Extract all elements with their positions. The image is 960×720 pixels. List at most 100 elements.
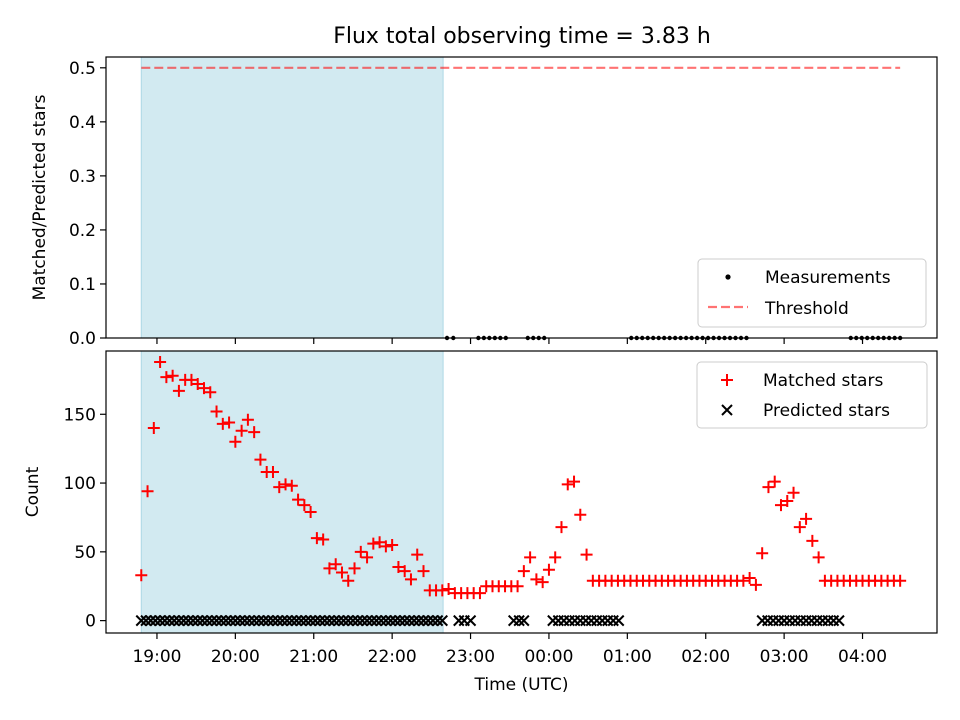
- x-tick-label: 20:00: [211, 647, 260, 667]
- y-tick-label: 100: [64, 474, 96, 494]
- predicted-star-point: [295, 614, 307, 627]
- y-tick-label: 0.0: [69, 329, 96, 349]
- predicted-star-point: [413, 614, 425, 627]
- predicted-star-point: [144, 614, 157, 627]
- predicted-star-point: [767, 614, 779, 627]
- predicted-star-point: [778, 614, 790, 627]
- predicted-star-point: [761, 614, 774, 627]
- predicted-star-point: [309, 614, 322, 627]
- predicted-star-point: [789, 614, 801, 627]
- x-tick-label: 00:00: [524, 647, 573, 667]
- legend-entry-predicted: Predicted stars: [763, 401, 890, 421]
- shaded-interval: [140, 56, 444, 339]
- predicted-star-point: [431, 614, 444, 627]
- predicted-star-point: [168, 614, 180, 627]
- predicted-star-point: [805, 614, 818, 627]
- chart-title: Flux total observing time = 3.83 h: [333, 24, 711, 49]
- legend-box: [697, 258, 927, 328]
- matched-star-point: [266, 466, 279, 479]
- predicted-star-point: [163, 614, 176, 627]
- matched-star-point: [781, 494, 794, 507]
- matched-star-point: [386, 538, 399, 551]
- matched-star-point: [292, 493, 305, 506]
- matched-star-point: [774, 499, 787, 512]
- matched-star-point: [737, 574, 750, 587]
- matched-star-point: [800, 512, 813, 525]
- matched-star-point: [524, 551, 537, 564]
- legend-entry-threshold: Threshold: [764, 299, 849, 319]
- predicted-star-point: [351, 614, 364, 627]
- matched-star-point: [555, 521, 568, 534]
- y-tick-label: 0.4: [69, 113, 96, 133]
- x-axis-label: Time (UTC): [474, 675, 569, 695]
- predicted-star-point: [140, 614, 152, 627]
- axes-frame: [105, 56, 938, 339]
- predicted-star-point: [342, 614, 354, 627]
- matched-star-point: [348, 562, 361, 575]
- predicted-star-point: [300, 614, 312, 627]
- predicted-star-point: [173, 614, 185, 627]
- predicted-star-point: [580, 614, 592, 627]
- predicted-star-point: [453, 614, 465, 627]
- predicted-star-point: [267, 614, 279, 627]
- matched-star-point: [285, 479, 298, 492]
- predicted-star-point: [210, 614, 223, 627]
- predicted-star-point: [337, 614, 350, 627]
- predicted-star-point: [224, 614, 237, 627]
- predicted-star-point: [182, 614, 195, 627]
- predicted-star-point: [366, 614, 378, 627]
- predicted-star-point: [370, 614, 383, 627]
- predicted-star-point: [417, 614, 430, 627]
- matched-star-point: [473, 587, 486, 600]
- legend-predicted-marker: [721, 404, 733, 416]
- predicted-star-point: [756, 614, 768, 627]
- matched-star-point: [135, 569, 148, 582]
- bottom-panel: 0 50 100 150 19:00 20:00 21:00 22:00 23:00 00:00 0…: [23, 350, 938, 695]
- predicted-star-point: [328, 614, 340, 627]
- matched-star-point: [147, 422, 160, 435]
- y-tick-label: 0.2: [69, 221, 96, 241]
- matched-star-point: [417, 565, 430, 578]
- predicted-star-point: [422, 614, 434, 627]
- predicted-star-point: [394, 614, 406, 627]
- matched-star-point: [354, 545, 367, 558]
- matched-star-point: [166, 369, 179, 382]
- predicted-star-point: [380, 614, 392, 627]
- matched-star-point: [342, 574, 355, 587]
- legend-box: [696, 361, 928, 429]
- predicted-star-point: [427, 614, 439, 627]
- predicted-star-point: [196, 614, 209, 627]
- x-tick-label: 03:00: [760, 647, 809, 667]
- predicted-star-point: [239, 614, 251, 627]
- matched-star-point: [574, 508, 587, 521]
- matched-star-point: [248, 426, 261, 439]
- predicted-star-point: [319, 614, 331, 627]
- matched-star-point: [536, 576, 549, 589]
- legend-entry-matched: Matched stars: [763, 371, 883, 391]
- legend: Matched stars Predicted stars: [696, 361, 928, 429]
- matched-star-point: [279, 478, 292, 491]
- predicted-star-point: [436, 614, 449, 627]
- predicted-star-point: [281, 614, 293, 627]
- matched-star-point: [542, 563, 555, 576]
- matched-star-point: [373, 536, 386, 549]
- legend-measurement-marker: [725, 274, 731, 280]
- predicted-star-point: [403, 614, 416, 627]
- matched-star-point: [235, 424, 248, 437]
- matched-star-point: [436, 584, 449, 597]
- y-tick-label: 0.3: [69, 167, 96, 187]
- predicted-star-point: [513, 614, 525, 627]
- legend: Measurements Threshold: [697, 258, 927, 328]
- predicted-star-point: [314, 614, 326, 627]
- predicted-star-point: [286, 614, 298, 627]
- predicted-star-point: [833, 614, 845, 627]
- predicted-star-point: [389, 614, 401, 627]
- matched-star-point: [398, 565, 411, 578]
- y-tick-label: 150: [64, 405, 96, 425]
- matched-star-point: [141, 485, 154, 498]
- predicted-star-point: [201, 614, 213, 627]
- predicted-star-point: [159, 614, 171, 627]
- matched-star-point: [442, 582, 455, 595]
- matched-star-point: [812, 551, 825, 564]
- predicted-star-point: [827, 614, 840, 627]
